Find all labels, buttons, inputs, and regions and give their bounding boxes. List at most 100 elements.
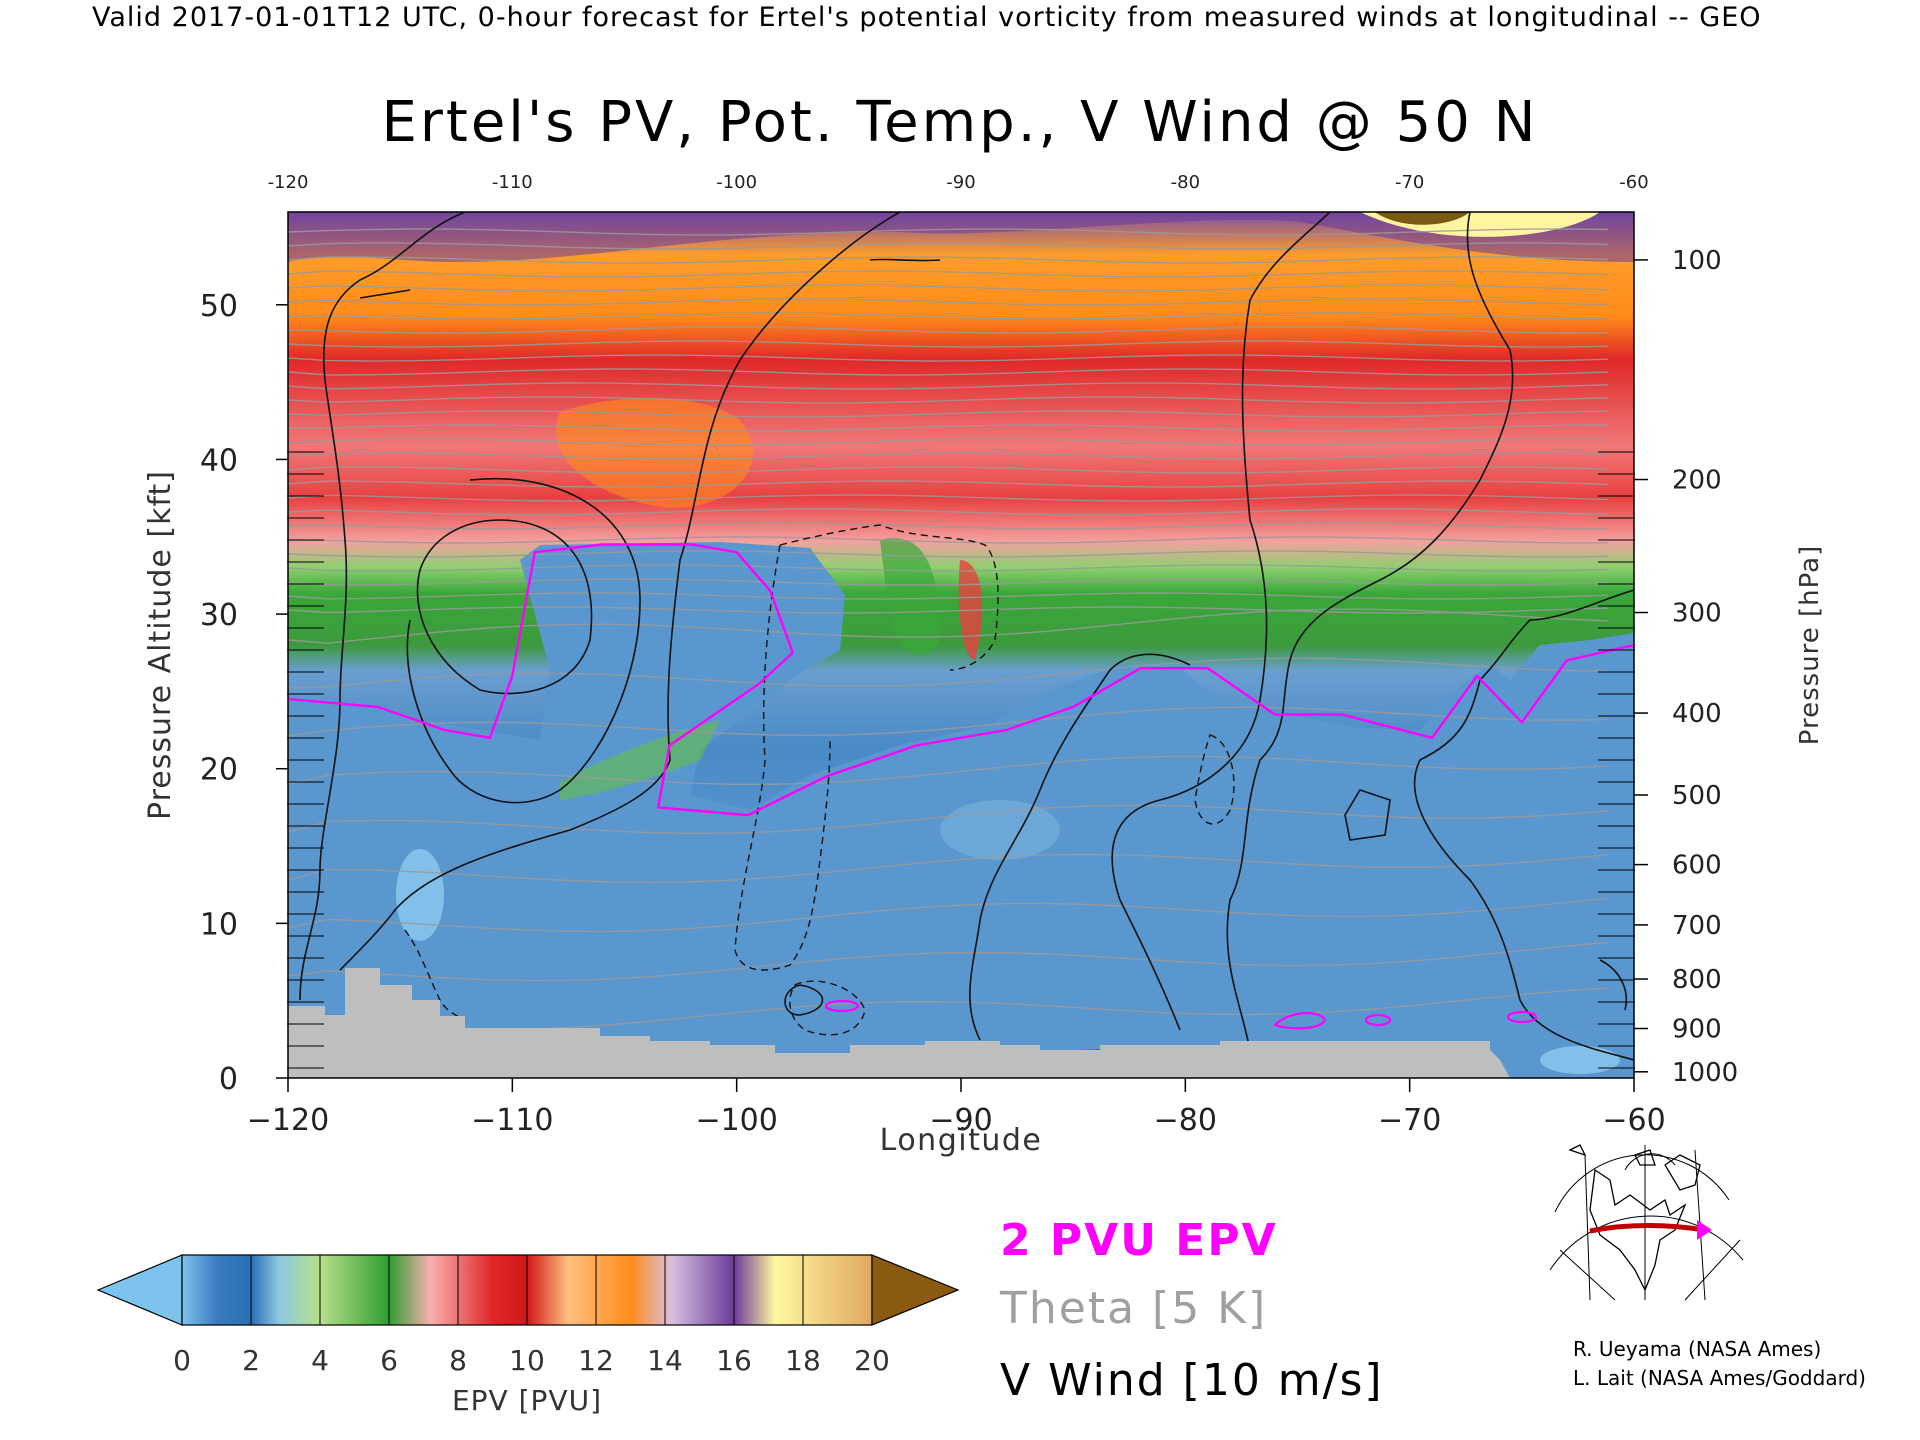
theta-line xyxy=(288,657,1609,689)
x-axis-label: Longitude xyxy=(880,1123,1043,1158)
x-top-axis: -120 -110 -100 -90 -80 -70 -60 xyxy=(268,172,1649,193)
theta-line xyxy=(288,564,1609,572)
x-tick-label: −120 xyxy=(247,1103,329,1138)
theta-line xyxy=(288,312,1609,320)
x-top-tick-label: -60 xyxy=(1619,172,1648,193)
legend-theta: Theta [5 K] xyxy=(1000,1283,1268,1334)
light-blue-patch xyxy=(396,849,444,941)
colorbar-tick-label: 12 xyxy=(578,1344,614,1377)
theta-line xyxy=(288,452,1609,460)
colorbar-label: EPV [PVU] xyxy=(452,1384,602,1417)
y2-tick-label: 100 xyxy=(1672,246,1722,276)
theta-line xyxy=(288,853,1609,884)
x-tick-label: −70 xyxy=(1378,1103,1441,1138)
chart-title: Ertel's PV, Pot. Temp., V Wind @ 50 N xyxy=(381,90,1539,155)
theta-line xyxy=(288,480,1609,488)
x-top-tick-label: -80 xyxy=(1171,172,1200,193)
theta-contours xyxy=(288,228,1609,1031)
x-tick-label: −80 xyxy=(1154,1103,1217,1138)
theta-line xyxy=(288,382,1609,390)
theta-line xyxy=(288,256,1609,264)
theta-line xyxy=(288,340,1609,348)
y-tick-label: 30 xyxy=(200,598,238,633)
theta-line xyxy=(288,410,1609,418)
y2-tick-label: 900 xyxy=(1672,1015,1722,1045)
y2-tick-label: 300 xyxy=(1672,599,1722,629)
colorbar-tick-label: 8 xyxy=(449,1344,467,1377)
brown-cap xyxy=(1375,212,1470,225)
x-tick-label: −100 xyxy=(695,1103,777,1138)
theta-line xyxy=(288,592,1609,600)
y-tick-label: 20 xyxy=(200,753,238,788)
theta-line xyxy=(288,755,1609,786)
credit-line: R. Ueyama (NASA Ames) xyxy=(1573,1337,1822,1361)
x-tick-label: −60 xyxy=(1602,1103,1665,1138)
theta-line xyxy=(288,326,1609,334)
cross-section-path xyxy=(1589,1223,1706,1234)
purple-band xyxy=(288,212,1634,262)
y-tick-label: 50 xyxy=(200,289,238,324)
y2-tick-label: 1000 xyxy=(1672,1058,1738,1088)
pvu-2-contour xyxy=(288,543,1634,817)
colorbar-tick-label: 20 xyxy=(854,1344,890,1377)
theta-line xyxy=(288,706,1609,737)
x-top-tick-label: -90 xyxy=(946,172,975,193)
light-blue-patch xyxy=(1540,1046,1620,1074)
colorbar-tick-label: 14 xyxy=(647,1344,683,1377)
theta-line xyxy=(288,354,1609,362)
colorbar: 0 2 4 6 8 10 12 14 16 18 20 EPV [PVU] xyxy=(96,1254,960,1417)
colorbar-over-arrow xyxy=(871,1254,960,1326)
theta-line xyxy=(288,396,1609,404)
credits: R. Ueyama (NASA Ames) L. Lait (NASA Ames… xyxy=(1573,1335,1866,1393)
theta-line xyxy=(288,438,1609,446)
y2-axis: 100 200 300 400 500 600 700 800 900 1000 xyxy=(1598,246,1738,1088)
x-top-tick-label: -110 xyxy=(492,172,533,193)
theta-line xyxy=(288,424,1609,432)
colorbar-tick-label: 10 xyxy=(509,1344,545,1377)
y-axis-label: Pressure Altitude [kft] xyxy=(143,470,178,820)
colorbar-tick-label: 4 xyxy=(311,1344,329,1377)
theta-line xyxy=(288,368,1609,376)
y2-tick-label: 200 xyxy=(1672,466,1722,496)
x-tick-label: −90 xyxy=(929,1103,992,1138)
x-tick-label: −110 xyxy=(471,1103,553,1138)
theta-line xyxy=(288,466,1609,474)
theta-line xyxy=(288,298,1609,306)
y-axis: 0 10 20 30 40 50 xyxy=(200,289,324,1097)
y2-tick-label: 600 xyxy=(1672,851,1722,881)
credit-line: L. Lait (NASA Ames/Goddard) xyxy=(1573,1366,1866,1390)
orange-blob xyxy=(556,397,753,508)
green-filament xyxy=(560,720,720,800)
y-tick-label: 40 xyxy=(200,443,238,478)
x-top-tick-label: -120 xyxy=(268,172,309,193)
v-wind-negative-contours xyxy=(404,524,1235,1036)
forecast-header: Valid 2017-01-01T12 UTC, 0-hour forecast… xyxy=(92,2,1762,33)
light-blue-patch xyxy=(940,800,1060,860)
plot-area xyxy=(288,212,1634,1078)
colorbar-tick-label: 18 xyxy=(785,1344,821,1377)
colorbar-tick-label: 0 xyxy=(173,1344,191,1377)
legend-wind: V Wind [10 m/s] xyxy=(1000,1355,1384,1406)
x-axis: −120 −110 −100 −90 −80 −70 −60 xyxy=(247,1078,1666,1138)
y2-tick-label: 500 xyxy=(1672,781,1722,811)
theta-line xyxy=(288,941,1609,982)
theta-line xyxy=(288,608,1609,644)
y-tick-label: 10 xyxy=(200,907,238,942)
terrain-mask xyxy=(288,968,1510,1078)
y-tick-label: 0 xyxy=(219,1062,238,1097)
theta-line xyxy=(288,606,1609,614)
y2-tick-label: 800 xyxy=(1672,965,1722,995)
locator-map xyxy=(1549,1144,1744,1301)
y2-tick-label: 400 xyxy=(1672,699,1722,729)
y2-tick-label: 700 xyxy=(1672,911,1722,941)
theta-line xyxy=(288,550,1609,558)
cross-section-marker xyxy=(1697,1220,1712,1240)
colorbar-tick-label: 16 xyxy=(716,1344,752,1377)
theta-line xyxy=(288,242,1609,250)
x-top-tick-label: -100 xyxy=(716,172,757,193)
theta-line xyxy=(288,270,1609,278)
theta-line xyxy=(288,228,1609,236)
theta-line xyxy=(288,897,1609,933)
theta-line xyxy=(288,522,1609,530)
